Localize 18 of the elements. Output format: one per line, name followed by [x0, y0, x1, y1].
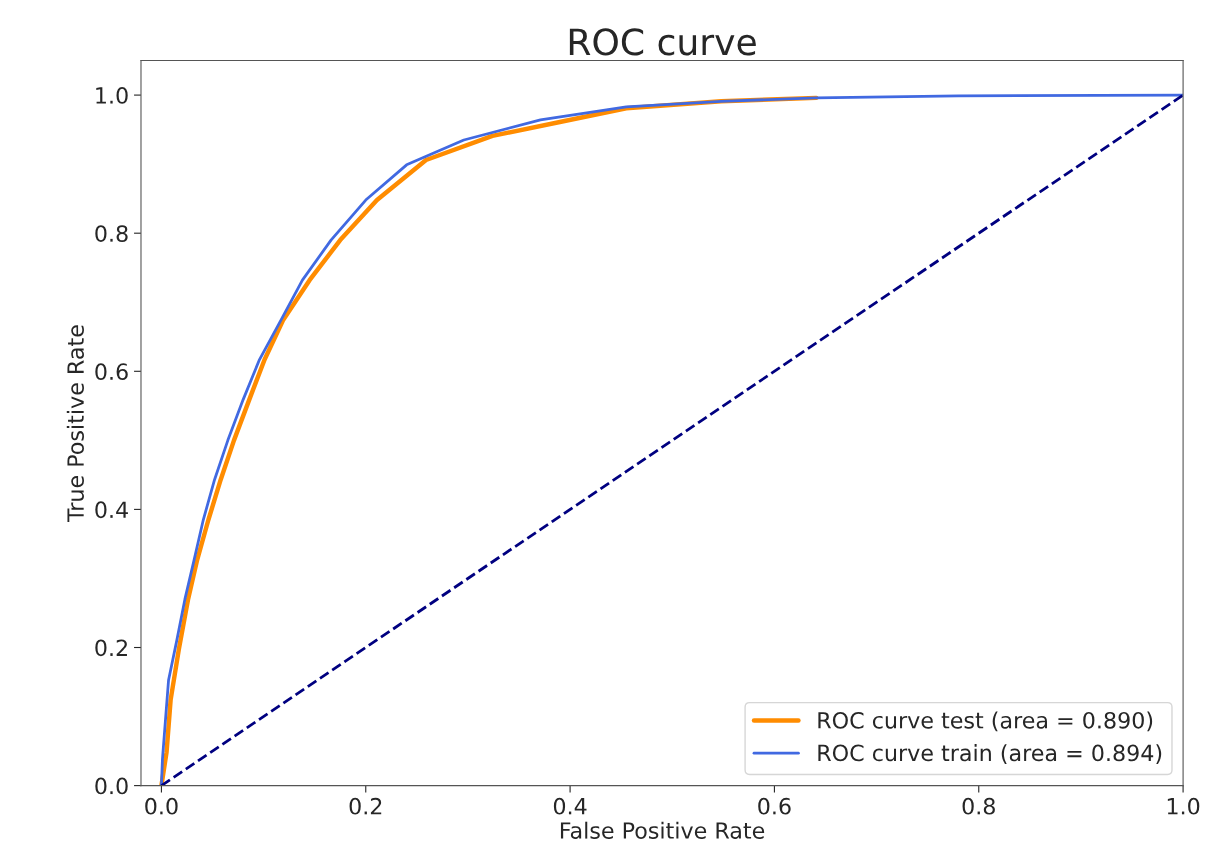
y-tick-label: 1.0 — [96, 87, 128, 104]
x-tick-label: 0.8 — [962, 797, 995, 815]
x-axis-title: False Positive Rate — [560, 821, 765, 839]
x-tick-label: 0.4 — [553, 797, 587, 815]
x-tick-label: 0.0 — [145, 797, 178, 815]
chart-title: ROC curve — [569, 28, 756, 56]
y-tick-label: 0.4 — [95, 501, 128, 519]
y-tick-label: 0.2 — [95, 639, 127, 657]
y-tick-label: 0.0 — [95, 777, 128, 795]
legend-label: ROC curve train (area = 0.894) — [818, 744, 1162, 764]
legend-label: ROC curve test (area = 0.890) — [818, 711, 1153, 732]
x-tick-label: 0.6 — [758, 797, 791, 815]
line-series — [160, 93, 1184, 786]
y-axis-title: True Positive Rate — [66, 325, 84, 523]
y-tick-label: 0.6 — [95, 363, 128, 381]
x-tick-label: 1.0 — [1167, 797, 1200, 815]
x-tick-label: 0.2 — [349, 797, 382, 815]
y-tick-label: 0.8 — [95, 225, 128, 242]
